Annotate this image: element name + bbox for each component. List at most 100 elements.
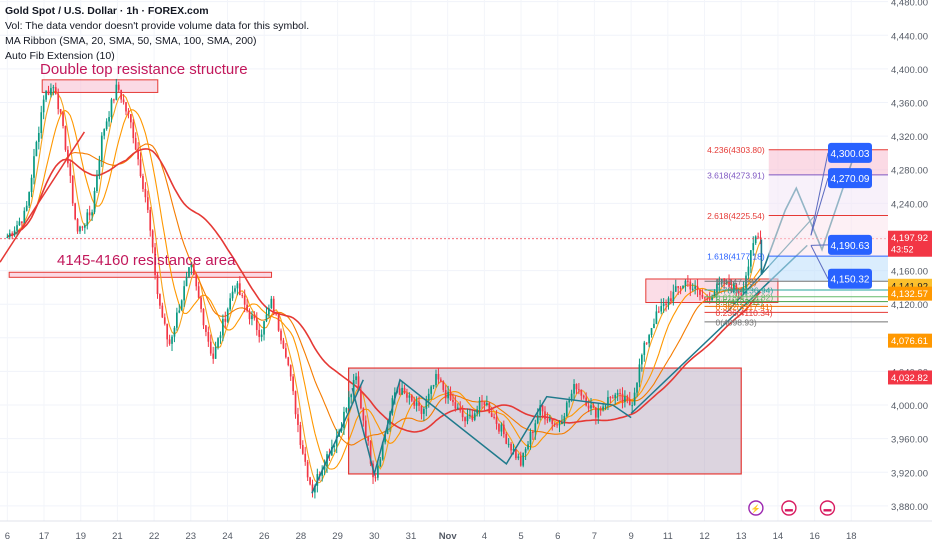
candle-body bbox=[442, 381, 445, 390]
candle-body bbox=[156, 275, 159, 295]
candle-body bbox=[76, 219, 79, 232]
price-tick-label: 4,320.00 bbox=[891, 132, 928, 143]
candle-body bbox=[265, 314, 268, 322]
candle-body bbox=[590, 405, 592, 409]
candle-body bbox=[580, 389, 583, 396]
ma-ribbon-legend[interactable]: MA Ribbon (SMA, 20, SMA, 50, SMA, 100, S… bbox=[5, 35, 257, 47]
candle-body bbox=[260, 334, 263, 337]
event-icons[interactable]: ⚡ ▬ ▬ bbox=[748, 500, 836, 516]
candle-body bbox=[379, 459, 382, 467]
price-tick-label: 4,240.00 bbox=[891, 199, 928, 210]
time-tick-label: 21 bbox=[112, 531, 123, 542]
candle-body bbox=[512, 449, 515, 451]
candle-body bbox=[529, 432, 532, 445]
candle-body bbox=[91, 212, 93, 216]
candle-body bbox=[122, 99, 125, 103]
time-axis[interactable]: 6 17 19 21 22 23 24 26 28 29 30 31 Nov 4 5 6 7 9 11 12 13 14 1… bbox=[0, 520, 932, 550]
candle-body bbox=[519, 456, 522, 466]
price-tag-label: 4,197.92 bbox=[891, 233, 928, 244]
candle-body bbox=[548, 418, 551, 421]
target-label-bg bbox=[828, 234, 872, 255]
price-tick-label: 4,000.00 bbox=[891, 401, 928, 412]
candle-body bbox=[100, 135, 103, 161]
candle-body bbox=[367, 437, 370, 442]
candle-body bbox=[200, 297, 202, 309]
candle-body bbox=[435, 373, 437, 386]
candle-body bbox=[289, 365, 292, 377]
time-tick-label: 5 bbox=[518, 531, 523, 542]
candle-body bbox=[706, 298, 709, 300]
candle-body bbox=[406, 393, 408, 398]
candle-body bbox=[684, 280, 687, 286]
candle-body bbox=[86, 212, 89, 226]
candle-body bbox=[551, 418, 554, 424]
symbol-title[interactable]: Gold Spot / U.S. Dollar · 1h · FOREX.com bbox=[5, 5, 209, 17]
target-connector bbox=[810, 177, 829, 236]
event-icon bbox=[781, 500, 797, 516]
candle-body bbox=[614, 394, 617, 399]
candle-body bbox=[502, 424, 505, 435]
price-tag-label: 4,032.82 bbox=[891, 373, 928, 384]
candle-body bbox=[507, 443, 510, 445]
time-tick-label: 19 bbox=[75, 531, 86, 542]
candle-body bbox=[515, 449, 517, 459]
candle-body bbox=[171, 336, 173, 344]
fib-label: 0.618(4128.82) bbox=[716, 292, 774, 302]
candle-body bbox=[287, 357, 290, 366]
target-labels: 4,300.03 4,270.09 4,190.63 4,150.32 bbox=[810, 142, 872, 289]
candle-body bbox=[408, 395, 411, 398]
candle-body bbox=[37, 132, 40, 142]
candle-body bbox=[568, 400, 571, 403]
candle-body bbox=[410, 395, 413, 401]
candle-body bbox=[255, 318, 258, 330]
candle-body bbox=[609, 397, 612, 399]
price-tick-label: 3,880.00 bbox=[891, 502, 928, 513]
candle-body bbox=[604, 405, 607, 407]
candle-body bbox=[125, 102, 127, 112]
candle-body bbox=[159, 294, 161, 306]
candle-body bbox=[166, 323, 169, 340]
price-tick-label: 4,120.00 bbox=[891, 300, 928, 311]
candle-body bbox=[74, 203, 76, 220]
candle-body bbox=[575, 384, 578, 390]
candle-body bbox=[149, 209, 152, 231]
event-icon-glyph: ▬ bbox=[823, 505, 831, 514]
candle-body bbox=[556, 424, 558, 426]
fib-label: 0.786(4136.94) bbox=[716, 285, 774, 295]
price-tag-bg bbox=[888, 230, 932, 257]
candle-body bbox=[522, 452, 525, 466]
candle-body bbox=[277, 314, 280, 331]
candle-body bbox=[737, 291, 740, 294]
target-label-bg bbox=[828, 168, 872, 189]
candle-body bbox=[205, 325, 207, 332]
candle-body bbox=[546, 419, 549, 421]
candle-body bbox=[246, 304, 248, 311]
auto-fib-legend[interactable]: Auto Fib Extension (10) bbox=[5, 50, 115, 62]
price-tag-bg bbox=[888, 286, 932, 301]
candle-body bbox=[52, 87, 55, 89]
candle-body bbox=[28, 192, 30, 206]
candle-body bbox=[11, 233, 14, 236]
candle-body bbox=[139, 159, 142, 177]
candle-body bbox=[333, 445, 336, 448]
candle-body bbox=[645, 342, 648, 344]
candle-body bbox=[195, 274, 198, 287]
candle-body bbox=[691, 288, 694, 290]
chart-legend: Gold Spot / U.S. Dollar · 1h · FOREX.com… bbox=[5, 4, 309, 64]
candle-body bbox=[699, 289, 701, 295]
candle-body bbox=[98, 160, 101, 176]
candle-body bbox=[258, 329, 261, 337]
candle-body bbox=[285, 348, 287, 358]
price-axis[interactable]: 4,480.00 4,440.00 4,400.00 4,360.00 4,320.00… bbox=[888, 0, 932, 550]
candle-body bbox=[432, 385, 435, 387]
time-tick-label: 16 bbox=[809, 531, 820, 542]
fib-label: 0(4098.93) bbox=[716, 317, 757, 327]
candle-body bbox=[679, 287, 682, 289]
time-tick-label: 22 bbox=[149, 531, 160, 542]
candle-body bbox=[607, 397, 609, 406]
candle-body bbox=[481, 400, 483, 402]
candle-body bbox=[18, 221, 21, 226]
time-tick-label: 29 bbox=[332, 531, 343, 542]
candle-body bbox=[624, 396, 626, 402]
